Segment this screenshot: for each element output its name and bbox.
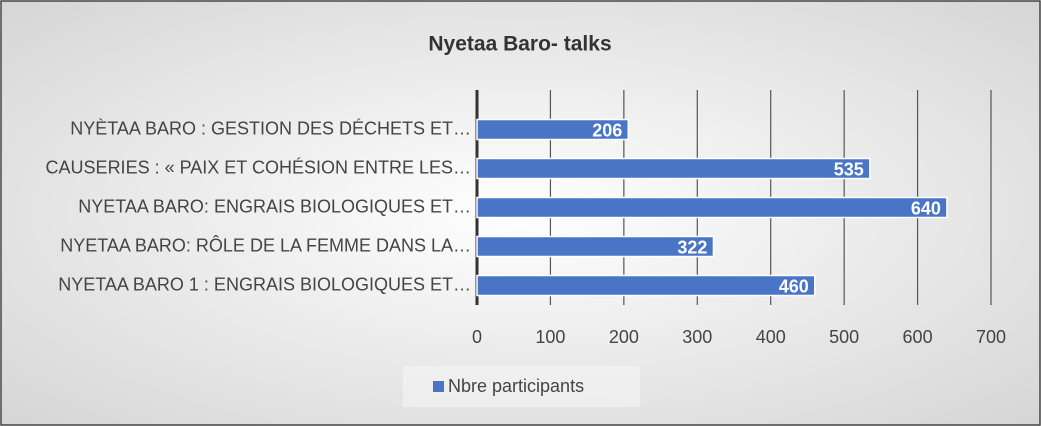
data-label: 322 [677, 237, 707, 257]
x-tick-label: 100 [535, 327, 565, 347]
bar [476, 118, 630, 141]
legend-label: Nbre participants [448, 376, 584, 396]
chart-title: Nyetaa Baro- talks [428, 33, 611, 56]
x-tick-label: 500 [829, 327, 859, 347]
data-label: 206 [592, 120, 622, 140]
y-tick-label: NYETAA BARO: RÔLE DE LA FEMME DANS LA… [60, 234, 471, 255]
x-tick-label: 700 [976, 327, 1006, 347]
data-label: 640 [911, 198, 941, 218]
data-label: 535 [834, 159, 864, 179]
bar [476, 196, 948, 219]
legend-swatch [433, 381, 444, 392]
x-tick-label: 200 [609, 327, 639, 347]
y-tick-label: CAUSERIES : « PAIX ET COHÉSION ENTRE LES… [46, 157, 471, 177]
data-label: 460 [779, 276, 809, 296]
x-tick-label: 0 [472, 327, 482, 347]
bar [476, 157, 871, 180]
y-tick-label: NYETAA BARO 1 : ENGRAIS BIOLOGIQUES ET… [58, 274, 471, 294]
y-tick-label: NYETAA BARO: ENGRAIS BIOLOGIQUES ET… [78, 196, 471, 216]
bar [476, 274, 816, 297]
x-tick-label: 300 [682, 327, 712, 347]
bar [476, 235, 715, 258]
y-tick-label: NYÈTAA BARO : GESTION DES DÉCHETS ET… [70, 118, 471, 138]
x-tick-label: 600 [903, 327, 933, 347]
x-tick-label: 400 [756, 327, 786, 347]
